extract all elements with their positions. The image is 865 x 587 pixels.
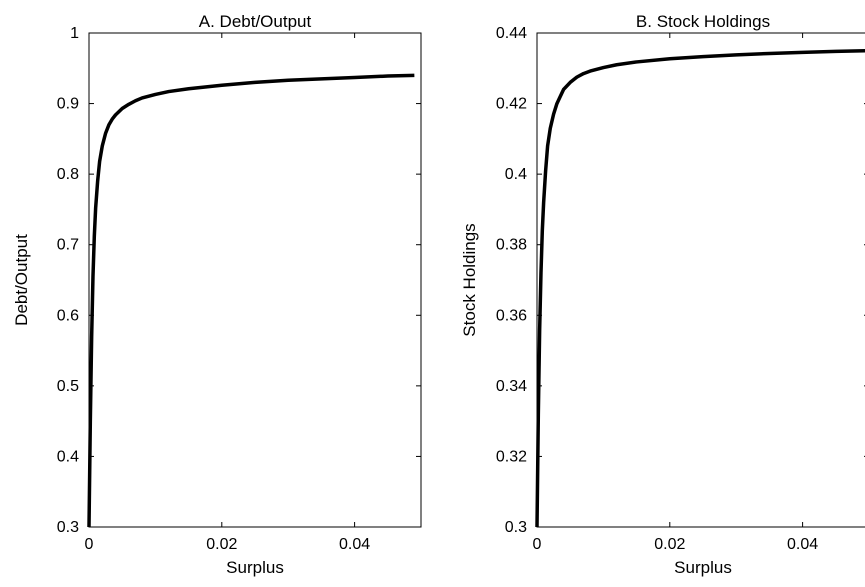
axes-box — [536, 32, 865, 528]
y-tick-label: 0.38 — [496, 237, 527, 254]
y-tick-label: 0.36 — [496, 307, 527, 324]
series-line — [87, 73, 415, 528]
series-line — [535, 48, 865, 528]
chart-title: B. Stock Holdings — [636, 12, 770, 31]
x-tick-label: 0 — [85, 536, 94, 553]
y-tick-label: 0.3 — [57, 519, 79, 536]
panel-debt-output: A. Debt/Output Surplus Debt/Output 0.3 0.… — [12, 12, 422, 577]
chart-title: A. Debt/Output — [199, 12, 312, 31]
y-tick-label: 0.5 — [57, 378, 79, 395]
y-tick-label: 0.3 — [505, 519, 527, 536]
y-tick-label: 0.7 — [57, 237, 79, 254]
x-tick-label: 0.04 — [339, 536, 370, 553]
axes-box — [88, 32, 422, 528]
x-tick-label: 0.02 — [654, 536, 685, 553]
y-tick-label: 0.4 — [505, 166, 527, 183]
y-axis-label: Stock Holdings — [460, 223, 479, 336]
y-tick-label: 1 — [70, 25, 79, 42]
y-tick-label: 0.6 — [57, 307, 79, 324]
y-tick-label: 0.32 — [496, 448, 527, 465]
y-tick-label: 0.42 — [496, 96, 527, 113]
y-tick-label: 0.44 — [496, 25, 527, 42]
y-tick-label: 0.9 — [57, 96, 79, 113]
panel-stock-holdings: B. Stock Holdings Surplus Stock Holdings… — [460, 12, 865, 577]
y-tick-label: 0.8 — [57, 166, 79, 183]
y-axis-label: Debt/Output — [12, 234, 31, 326]
x-axis-label: Surplus — [674, 558, 732, 577]
x-tick-label: 0.04 — [787, 536, 818, 553]
x-axis-label: Surplus — [226, 558, 284, 577]
y-tick-label: 0.4 — [57, 448, 79, 465]
y-tick-label: 0.34 — [496, 378, 527, 395]
x-tick-label: 0.02 — [206, 536, 237, 553]
x-tick-label: 0 — [533, 536, 542, 553]
